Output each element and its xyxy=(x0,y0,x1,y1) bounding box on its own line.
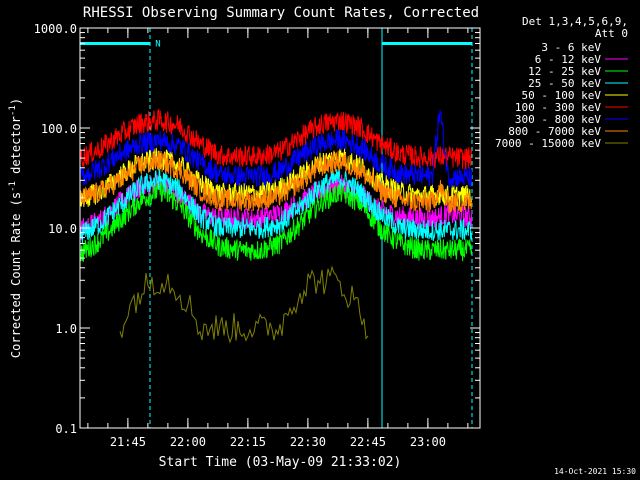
y-tick-label: 1000.0 xyxy=(34,22,77,36)
legend-label-3: 25 - 50 keV xyxy=(528,77,601,90)
series-line-2 xyxy=(79,180,473,262)
y-tick-label: 1.0 xyxy=(55,322,77,336)
x-axis-label: Start Time (03-May-09 21:33:02) xyxy=(159,455,402,470)
series-line-5 xyxy=(79,107,473,171)
series-line-8 xyxy=(119,265,369,344)
chart-title: RHESSI Observing Summary Count Rates, Co… xyxy=(83,5,479,21)
x-tick-label: 22:00 xyxy=(170,435,206,449)
legend-label-4: 50 - 100 keV xyxy=(522,89,602,102)
series-line-7 xyxy=(79,150,473,213)
x-tick-label: 22:45 xyxy=(350,435,386,449)
y-axis-label-sup2: -1 xyxy=(8,105,18,116)
y-axis-label: Corrected Count Rate (s-1 detector-1) xyxy=(8,98,23,358)
y-axis-label-end: ) xyxy=(9,98,23,105)
legend-header-line1: Det 1,3,4,5,6,9, xyxy=(522,15,628,28)
plot-area: N xyxy=(79,28,473,428)
legend-label-5: 100 - 300 keV xyxy=(515,101,601,114)
legend-label-6: 300 - 800 keV xyxy=(515,113,601,126)
legend-header-line2: Att 0 xyxy=(595,27,628,40)
x-tick-label: 22:30 xyxy=(290,435,326,449)
x-tick-label: 22:15 xyxy=(230,435,266,449)
series-line-6 xyxy=(79,109,473,188)
y-axis-label-mid: detector xyxy=(9,116,23,181)
timestamp: 14-Oct-2021 15:30 xyxy=(554,467,636,476)
series-line-3 xyxy=(79,167,473,245)
x-tick-label: 21:45 xyxy=(110,435,146,449)
y-axis-label-main: Corrected Count Rate (s xyxy=(9,192,23,358)
x-tick-label: 23:00 xyxy=(410,435,446,449)
legend-label-1: 6 - 12 keV xyxy=(535,53,602,66)
flag-label: N xyxy=(155,39,160,49)
legend-label-0: 3 - 6 keV xyxy=(541,41,601,54)
y-axis-label-sup1: -1 xyxy=(8,181,18,192)
legend-label-2: 12 - 25 keV xyxy=(528,65,601,78)
y-tick-label: 10.0 xyxy=(48,222,77,236)
legend-label-8: 7000 - 15000 keV xyxy=(495,137,601,150)
y-tick-label: 100.0 xyxy=(41,122,77,136)
y-tick-label: 0.1 xyxy=(55,422,77,436)
legend-label-7: 800 - 7000 keV xyxy=(508,125,601,138)
axes: 1000.0 100.0 10.0 1.0 0.1 21:45 22:00 22:15 22:3… xyxy=(34,22,481,449)
